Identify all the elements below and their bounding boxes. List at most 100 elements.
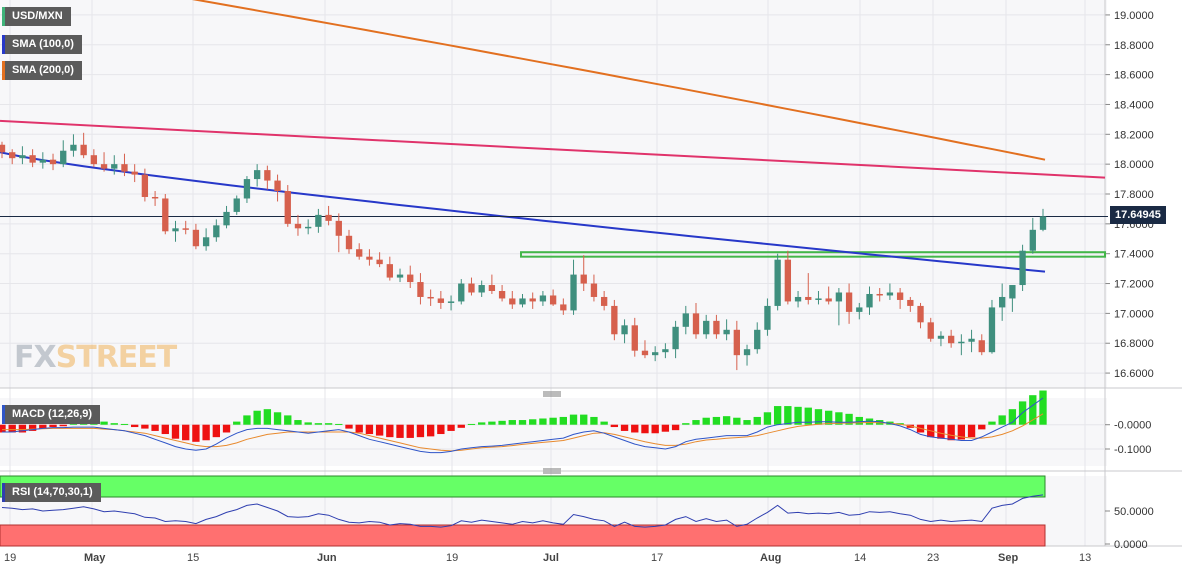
macd-histogram-bar	[804, 407, 812, 425]
candle-down	[437, 298, 445, 303]
macd-histogram-bar	[549, 417, 557, 425]
candle-down	[0, 144, 6, 153]
macd-histogram-bar	[324, 423, 333, 425]
candle-down	[366, 256, 373, 260]
candle-up	[794, 296, 802, 302]
macd-histogram-bar	[814, 409, 823, 425]
macd-histogram-bar	[559, 416, 567, 425]
price-tick-label: 16.6000	[1114, 368, 1154, 380]
macd-label[interactable]: MACD (12,26,9)	[2, 405, 101, 424]
candle-down	[407, 274, 414, 283]
macd-swatch	[2, 405, 5, 424]
macd-tick-label: -0.0000	[1114, 420, 1151, 432]
x-axis-tick-label: Sep	[998, 552, 1018, 564]
candle-down	[182, 228, 189, 230]
macd-histogram-bar	[682, 423, 690, 425]
candle-down	[49, 159, 57, 165]
candle-down	[825, 298, 832, 302]
macd-histogram-bar	[641, 424, 649, 434]
candle-down	[876, 293, 883, 296]
macd-histogram-bar	[1008, 409, 1017, 425]
macd-histogram-bar	[631, 424, 639, 433]
candle-up	[1029, 229, 1036, 251]
macd-histogram-bar	[845, 413, 853, 425]
candle-up	[999, 296, 1006, 308]
sma100-label-text: SMA (100,0)	[12, 38, 74, 50]
macd-histogram-bar	[457, 424, 465, 428]
symbol-swatch	[2, 7, 5, 26]
candle-down	[631, 325, 638, 351]
x-axis-tick-label: Aug	[760, 552, 781, 564]
candle-up	[1009, 285, 1016, 299]
price-tick-label: 17.4000	[1114, 249, 1154, 261]
symbol-label[interactable]: USD/MXN	[2, 7, 71, 26]
candle-up	[253, 170, 261, 180]
price-tick-label: 17.2000	[1114, 279, 1154, 291]
macd-histogram-bar	[467, 423, 476, 425]
macd-histogram-bar	[365, 424, 374, 435]
macd-histogram-bar	[273, 412, 282, 425]
macd-signal-line	[2, 413, 1044, 452]
candle-up	[1019, 250, 1026, 286]
sma100-label[interactable]: SMA (100,0)	[2, 35, 82, 54]
candle-up	[988, 307, 996, 353]
candle-up	[937, 335, 945, 339]
candle-down	[784, 259, 792, 302]
rsi-label[interactable]: RSI (14,70,30,1)	[2, 483, 101, 502]
candle-down	[335, 220, 342, 236]
macd-histogram-bar	[978, 424, 986, 430]
macd-histogram-bar	[18, 424, 27, 433]
macd-histogram-bar	[243, 415, 251, 425]
candle-down	[100, 164, 108, 169]
candle-down	[805, 296, 812, 300]
macd-histogram-bar	[733, 417, 741, 425]
macd-histogram-bar	[865, 418, 874, 425]
candle-up	[774, 259, 781, 306]
macd-histogram-bar	[478, 422, 486, 425]
x-axis-tick-label: May	[84, 552, 106, 564]
macd-histogram-bar	[692, 420, 700, 425]
rsi-swatch	[2, 483, 5, 502]
macd-histogram-bar	[600, 421, 608, 425]
candle-up	[672, 326, 679, 350]
candle-up	[172, 228, 179, 232]
x-axis-tick-label: 19	[4, 552, 16, 564]
sma200-label[interactable]: SMA (200,0)	[2, 61, 82, 80]
macd-histogram-bar	[998, 415, 1006, 425]
x-axis-tick-label: Jul	[543, 552, 559, 564]
price-tick-label: 17.0000	[1114, 308, 1154, 320]
price-tick-label: 18.6000	[1114, 70, 1154, 82]
macd-histogram-bar	[171, 424, 180, 439]
candle-down	[121, 164, 128, 172]
candle-down	[192, 229, 200, 247]
macd-histogram-bar	[784, 406, 792, 425]
candle-down	[345, 235, 353, 250]
candle-down	[264, 170, 271, 181]
macd-histogram-bar	[590, 416, 598, 425]
candle-down	[845, 292, 853, 312]
macd-histogram-bar	[437, 424, 445, 435]
sma100-swatch	[2, 35, 5, 54]
candle-up	[60, 150, 67, 165]
candle-down	[151, 196, 159, 199]
candle-up	[958, 341, 965, 344]
candle-down	[29, 155, 36, 163]
macd-line	[2, 397, 1044, 454]
candle-down	[376, 259, 383, 265]
candle-down	[284, 191, 291, 224]
rsi-oversold-zone	[0, 524, 1046, 547]
macd-histogram-bar	[937, 424, 945, 439]
candle-up	[723, 329, 730, 335]
macd-histogram-bar	[284, 415, 292, 425]
watermark-part1: FX	[14, 340, 57, 375]
candle-down	[560, 304, 567, 311]
candle-up	[223, 211, 230, 226]
macd-histogram-bar	[947, 424, 955, 441]
candle-down	[80, 144, 87, 156]
candle-up	[743, 349, 751, 356]
macd-histogram-bar	[529, 419, 537, 425]
macd-histogram-bar	[212, 424, 220, 438]
sma100-line	[0, 151, 1046, 273]
